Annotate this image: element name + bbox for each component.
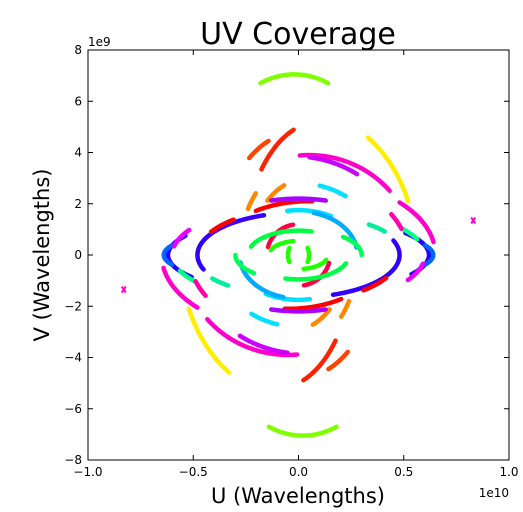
y-tick-label: 4 xyxy=(74,146,82,160)
uv-track-arc xyxy=(338,298,352,319)
y-axis-multiplier: 1e9 xyxy=(88,35,111,49)
chart-title: UV Coverage xyxy=(200,17,396,52)
uv-track-arc xyxy=(259,127,296,172)
uv-track-arc xyxy=(305,245,312,265)
y-tick-label: −2 xyxy=(64,299,82,313)
uv-point xyxy=(470,216,477,224)
uv-track-arc xyxy=(301,257,329,272)
y-tick-label: 0 xyxy=(74,248,82,262)
uv-track-arc xyxy=(330,238,402,297)
y-tick-label: −8 xyxy=(64,453,82,467)
uv-point xyxy=(120,286,127,294)
y-tick-label: 2 xyxy=(74,197,82,211)
uv-track-arc xyxy=(282,296,344,312)
uv-track-arc xyxy=(268,238,296,253)
x-axis-ticks: −1.0 −0.5 0.0 0.5 1.0 xyxy=(73,50,519,479)
uv-track-arc xyxy=(365,135,411,204)
uv-track-arc xyxy=(405,261,426,283)
data-marks xyxy=(120,72,477,438)
uv-track-arc xyxy=(161,243,175,267)
uv-track-arc xyxy=(366,222,387,234)
uv-track-arc xyxy=(171,227,192,249)
y-axis-ticks: −8 −6 −4 −2 0 2 4 6 8 xyxy=(64,43,509,467)
uv-track-arc xyxy=(253,198,315,214)
uv-track-arc xyxy=(238,260,286,300)
uv-track-arc xyxy=(205,316,300,358)
uv-track-arc xyxy=(389,212,404,231)
uv-track-arc xyxy=(297,152,392,194)
uv-track-arc xyxy=(340,234,364,258)
x-tick-label: −1.0 xyxy=(73,465,102,479)
uv-track-arc xyxy=(258,72,331,86)
x-tick-label: 1.0 xyxy=(499,465,518,479)
uv-track-arc xyxy=(233,252,257,276)
uv-track-arc xyxy=(161,265,200,310)
uv-track-arc xyxy=(177,268,198,284)
uv-track-arc xyxy=(301,338,338,383)
uv-track-arc xyxy=(285,245,292,265)
uv-track-arc xyxy=(307,155,360,177)
x-tick-label: 0.5 xyxy=(394,465,413,479)
uv-track-arc xyxy=(237,333,290,355)
uv-track-arc xyxy=(399,226,420,242)
uv-track-arc xyxy=(193,279,208,298)
x-tick-label: 0.0 xyxy=(289,465,308,479)
y-tick-label: 6 xyxy=(74,94,82,108)
uv-track-arc xyxy=(269,196,328,203)
y-tick-label: −4 xyxy=(64,351,82,365)
x-axis-multiplier: 1e10 xyxy=(479,486,509,500)
uv-track-arc xyxy=(265,183,287,203)
uv-track-arc xyxy=(269,307,328,314)
uv-track-arc xyxy=(245,191,259,212)
y-tick-label: −6 xyxy=(64,402,82,416)
y-tick-label: 8 xyxy=(74,43,82,57)
uv-track-arc xyxy=(210,276,231,288)
uv-track-arc xyxy=(195,213,267,272)
uv-track-arc xyxy=(208,217,236,235)
uv-track-arc xyxy=(311,210,359,250)
uv-track-arc xyxy=(249,311,280,327)
uv-track-arc xyxy=(266,424,339,438)
uv-track-arc xyxy=(247,138,271,161)
uv-track-arc xyxy=(248,228,314,249)
uv-track-arc xyxy=(186,306,232,375)
uv-track-arc xyxy=(283,261,349,282)
plot-frame xyxy=(87,49,510,461)
uv-track-arc xyxy=(317,183,348,199)
y-axis-label: V (Wavelengths) xyxy=(30,169,54,342)
x-axis-label: U (Wavelengths) xyxy=(211,484,385,508)
x-tick-label: −0.5 xyxy=(179,465,208,479)
uv-track-arc xyxy=(397,200,436,245)
uv-track-arc xyxy=(310,307,332,327)
uv-track-arc xyxy=(361,275,389,293)
uv-track-arc xyxy=(422,243,436,267)
uv-track-arc xyxy=(326,349,350,372)
